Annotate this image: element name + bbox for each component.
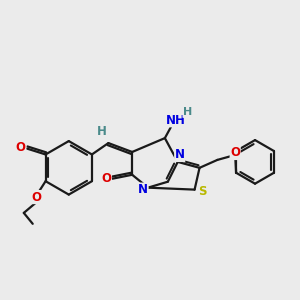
Text: O: O [101,172,111,185]
Text: N: N [175,148,185,161]
Text: O: O [32,190,42,204]
Text: O: O [230,146,240,160]
Text: H: H [97,125,106,138]
Text: N: N [138,183,148,196]
Text: NH: NH [166,114,186,127]
Text: H: H [183,107,192,117]
Text: S: S [198,185,207,198]
Text: O: O [16,141,26,154]
